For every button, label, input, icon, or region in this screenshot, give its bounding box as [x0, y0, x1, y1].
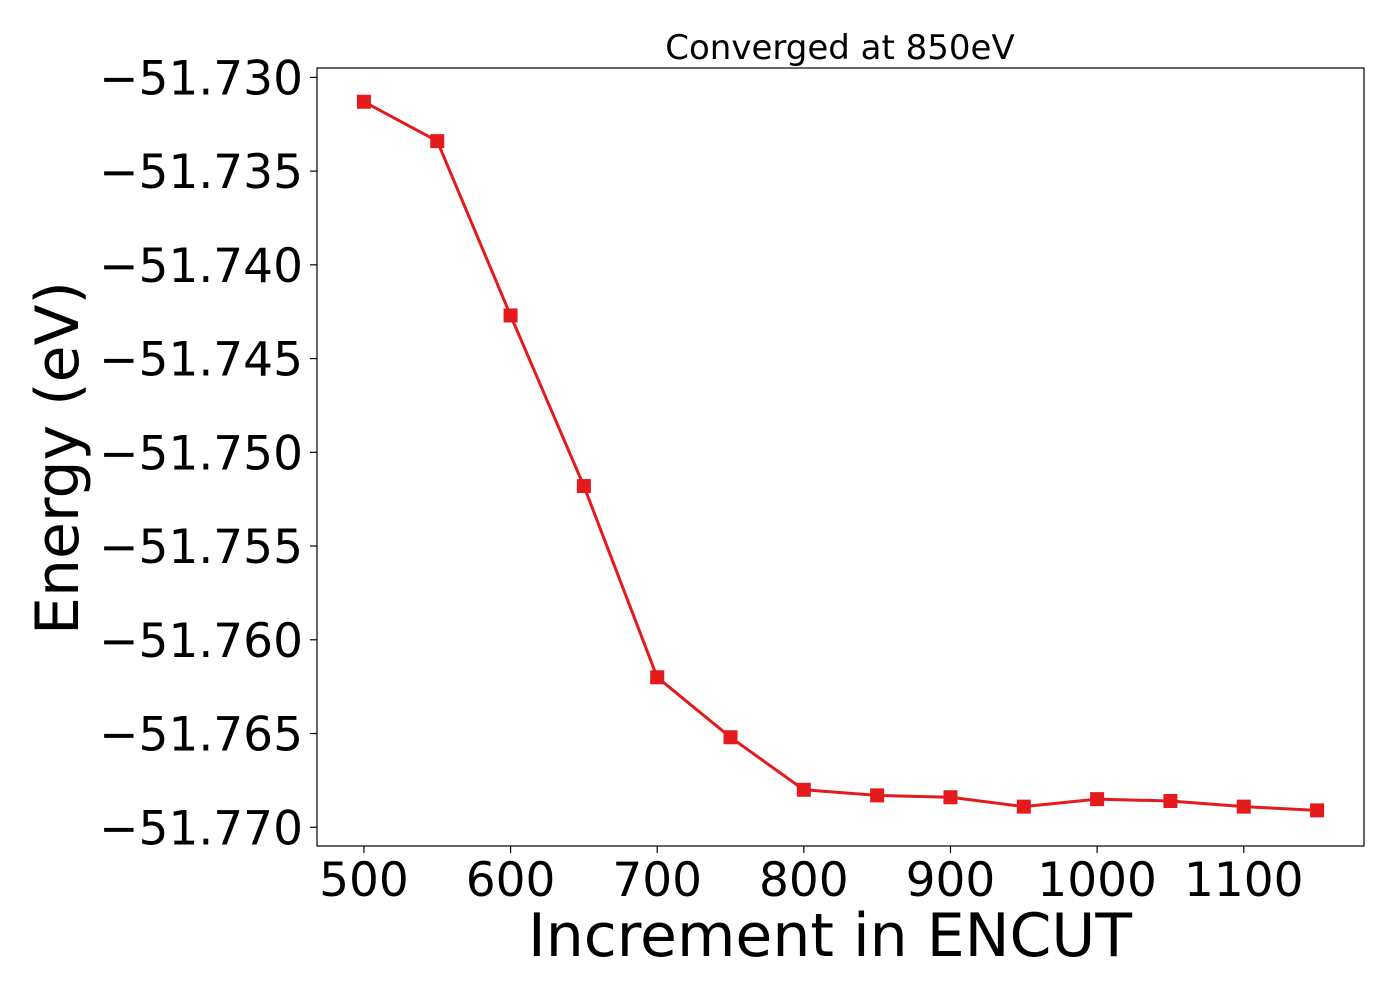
data-point-marker — [576, 479, 591, 494]
y-tick-label: −51.750 — [99, 426, 303, 481]
data-point-marker — [356, 94, 371, 109]
y-tick-label: −51.755 — [99, 520, 303, 575]
x-tick-label: 900 — [906, 853, 996, 908]
y-tick-label: −51.745 — [99, 333, 303, 388]
data-point-marker — [650, 670, 665, 685]
x-tick-label: 1100 — [1184, 853, 1304, 908]
y-tick-label: −51.735 — [99, 145, 303, 200]
x-axis-label: Increment in ENCUT — [528, 901, 1132, 971]
x-tick-label: 600 — [466, 853, 556, 908]
y-tick-label: −51.730 — [99, 51, 303, 106]
data-point-marker — [870, 788, 885, 803]
data-point-marker — [796, 782, 811, 797]
y-axis-ticks: −51.730 −51.735 −51.740 −51.745 −51.750 −51.7… — [99, 51, 317, 856]
x-axis-ticks: 500 600 700 800 900 1000 1100 — [319, 846, 1304, 908]
data-point-marker — [943, 790, 958, 805]
x-tick-label: 700 — [612, 853, 702, 908]
data-point-marker — [503, 308, 518, 323]
data-point-marker — [1016, 799, 1031, 814]
y-tick-label: −51.760 — [99, 614, 303, 669]
data-point-marker — [1163, 794, 1178, 809]
y-tick-label: −51.770 — [99, 801, 303, 856]
y-axis-label: Energy (eV) — [23, 281, 93, 635]
data-point-marker — [1310, 803, 1325, 818]
x-tick-label: 1000 — [1037, 853, 1157, 908]
x-tick-label: 500 — [319, 853, 409, 908]
data-point-marker — [723, 730, 738, 745]
series-layer — [356, 94, 1325, 818]
chart-title: Converged at 850eV — [665, 28, 1014, 68]
y-tick-label: −51.740 — [99, 239, 303, 294]
data-point-marker — [1236, 799, 1251, 814]
x-tick-label: 800 — [759, 853, 849, 908]
y-tick-label: −51.765 — [99, 708, 303, 763]
data-point-marker — [1090, 792, 1105, 807]
data-point-marker — [430, 134, 445, 149]
plot-frame — [316, 67, 1365, 847]
series-line — [363, 100, 1318, 812]
